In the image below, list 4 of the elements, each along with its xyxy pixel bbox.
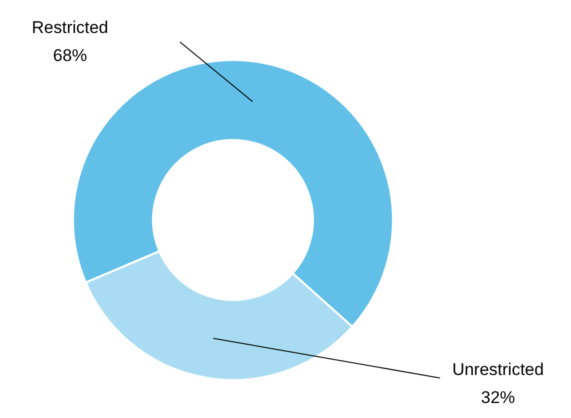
slice-label: Restricted <box>32 18 108 37</box>
slice-label: Unrestricted <box>452 360 544 379</box>
data-label: 32% <box>480 388 516 407</box>
data-label: 68% <box>52 46 88 65</box>
